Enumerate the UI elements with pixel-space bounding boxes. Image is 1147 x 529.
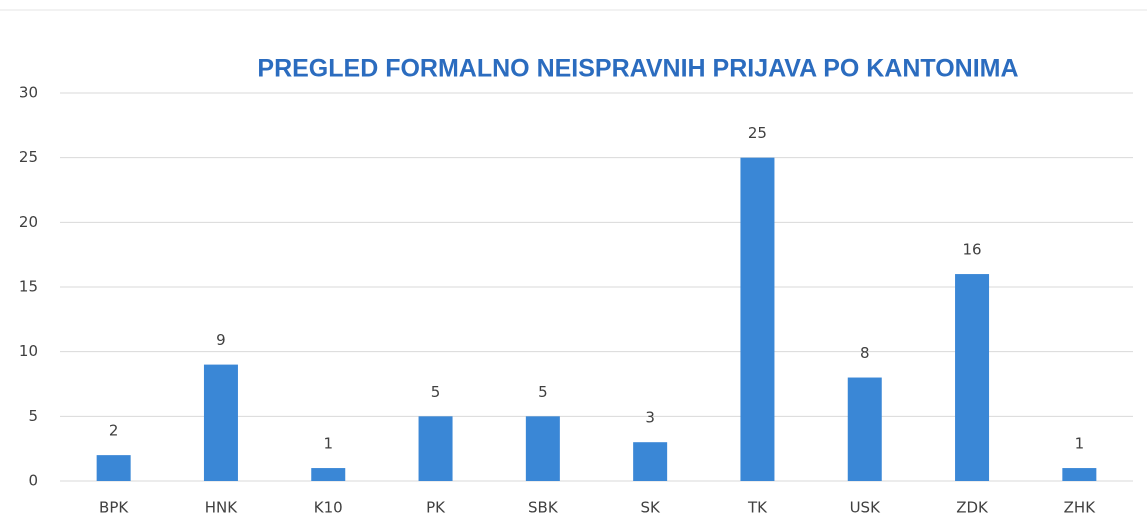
y-tick-label: 25 <box>19 148 38 166</box>
x-tick-label: HNK <box>205 499 239 517</box>
data-label: 9 <box>216 331 226 349</box>
y-tick-label: 30 <box>19 84 38 102</box>
x-tick-label: USK <box>850 499 882 517</box>
bar <box>847 377 882 481</box>
y-tick-label: 5 <box>28 407 38 425</box>
data-label: 1 <box>323 435 333 453</box>
x-tick-label: SK <box>640 499 661 517</box>
chart-title: PREGLED FORMALNO NEISPRAVNIH PRIJAVA PO … <box>257 55 1018 83</box>
x-tick-label: K10 <box>314 499 343 517</box>
y-tick-label: 0 <box>28 472 38 490</box>
bar <box>418 416 453 481</box>
data-label: 8 <box>860 344 870 362</box>
bar <box>955 274 990 481</box>
x-tick-label: TK <box>747 499 768 517</box>
data-label: 16 <box>963 241 982 259</box>
data-label: 25 <box>748 124 767 142</box>
x-tick-label: ZHK <box>1064 499 1097 517</box>
bar <box>1062 468 1097 481</box>
data-label: 5 <box>538 383 548 401</box>
data-label: 3 <box>645 409 655 427</box>
data-label: 1 <box>1075 435 1085 453</box>
data-label: 2 <box>109 422 119 440</box>
bar <box>740 157 775 481</box>
x-tick-label: ZDK <box>956 499 989 517</box>
bar <box>96 455 131 481</box>
data-label: 5 <box>431 383 441 401</box>
bar <box>633 442 668 481</box>
y-tick-label: 20 <box>19 213 38 231</box>
bar <box>311 468 346 481</box>
x-tick-label: PK <box>426 499 446 517</box>
bar <box>203 364 238 481</box>
bar <box>525 416 560 481</box>
x-tick-label: BPK <box>99 499 129 517</box>
x-tick-label: SBK <box>528 499 559 517</box>
y-tick-label: 10 <box>19 342 38 360</box>
y-tick-label: 15 <box>19 278 38 296</box>
